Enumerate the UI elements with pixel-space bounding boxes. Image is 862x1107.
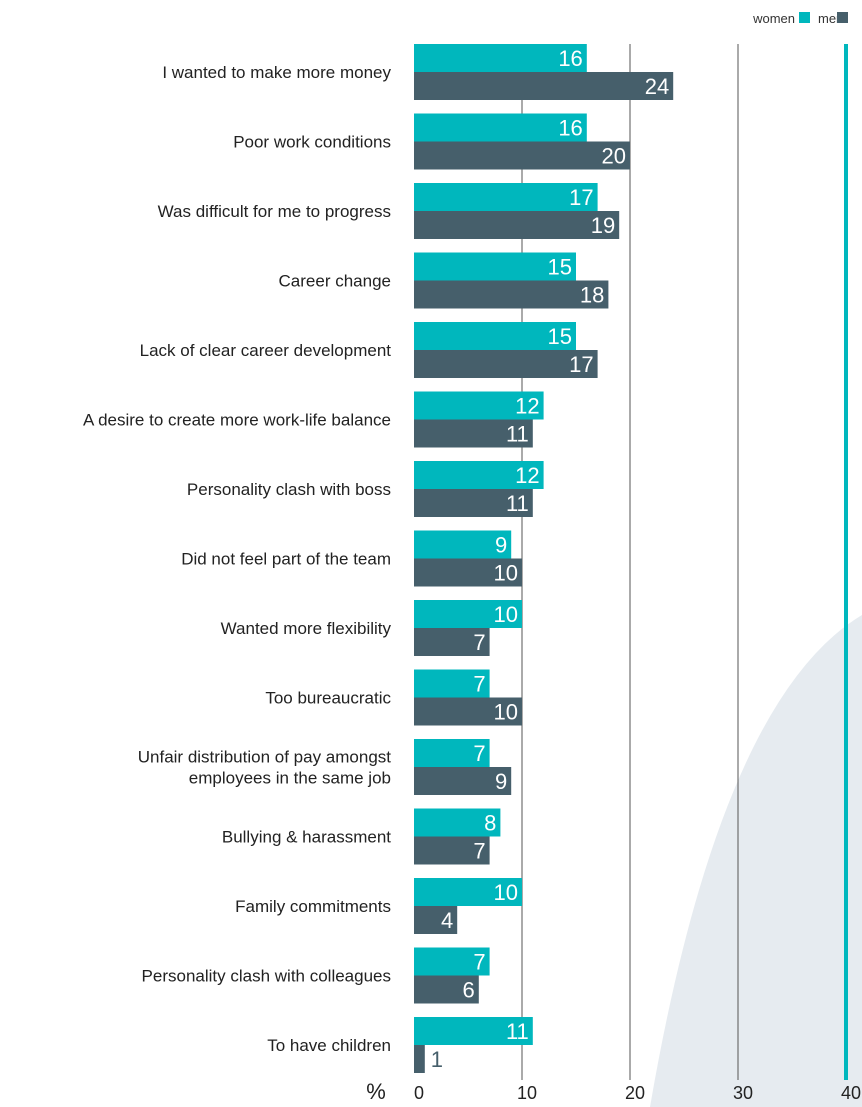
value-label-men: 11: [506, 491, 529, 516]
bar-men: [414, 906, 458, 934]
category-label: A desire to create more work-life balanc…: [83, 411, 391, 430]
value-label-women: 10: [494, 602, 518, 627]
legend-swatch-women: [799, 12, 810, 23]
x-tick-label: 0: [414, 1083, 424, 1103]
value-label-women: 7: [473, 741, 485, 766]
legend-label-women: women: [752, 11, 795, 26]
value-label-men: 17: [569, 352, 593, 377]
x-tick-label: 10: [517, 1083, 537, 1103]
bar-men: [414, 697, 522, 726]
category-label: Bullying & harassment: [222, 828, 391, 847]
legend-swatch-men: [837, 12, 848, 23]
category-label: Family commitments: [235, 897, 391, 916]
bar-women: [414, 1017, 533, 1045]
bar-women: [414, 252, 576, 281]
value-label-women: 9: [495, 533, 507, 558]
bar-women: [414, 183, 598, 211]
category-label: Poor work conditions: [233, 133, 391, 152]
bar-men: [414, 767, 512, 795]
value-label-women: 7: [473, 950, 485, 975]
value-label-men: 19: [591, 213, 615, 238]
value-label-women: 12: [515, 463, 539, 488]
bar-men: [414, 628, 490, 656]
category-label: Personality clash with boss: [187, 480, 391, 499]
value-label-men: 10: [494, 561, 518, 586]
value-label-women: 15: [548, 255, 572, 280]
value-label-men: 18: [580, 283, 604, 308]
bar-women: [414, 947, 490, 976]
value-label-men: 9: [495, 769, 507, 794]
category-label: I wanted to make more money: [162, 63, 391, 82]
value-label-men: 1: [431, 1047, 443, 1072]
bar-men: [414, 975, 479, 1004]
bar-men: [414, 211, 620, 239]
value-label-men: 6: [463, 978, 475, 1003]
value-label-women: 16: [558, 116, 582, 141]
bar-women: [414, 322, 576, 350]
background-shape: [650, 615, 862, 1107]
bar-women: [414, 878, 522, 906]
bar-women: [414, 461, 544, 489]
bar-women: [414, 44, 587, 72]
category-label: Personality clash with colleagues: [142, 967, 391, 986]
value-label-men: 4: [441, 908, 453, 933]
value-label-men: 7: [473, 630, 485, 655]
value-label-women: 15: [548, 324, 572, 349]
bar-women: [414, 669, 490, 698]
category-label: Unfair distribution of pay amongst employ…: [138, 748, 392, 788]
bar-men: [414, 419, 533, 448]
category-label: Too bureaucratic: [265, 689, 391, 708]
category-label: To have children: [267, 1036, 391, 1055]
value-label-women: 16: [558, 46, 582, 71]
bar-men: [414, 489, 533, 517]
bar-men: [414, 280, 609, 309]
value-label-women: 10: [494, 880, 518, 905]
x-tick-label: 40: [841, 1083, 861, 1103]
value-label-women: 17: [569, 185, 593, 210]
bar-women: [414, 530, 512, 559]
bar-men: [414, 558, 522, 587]
category-label: Wanted more flexibility: [221, 619, 392, 638]
bar-women: [414, 808, 501, 837]
value-label-women: 12: [515, 394, 539, 419]
bar-men: [414, 836, 490, 865]
value-label-men: 11: [506, 422, 529, 447]
bar-men: [414, 72, 674, 100]
value-label-men: 24: [645, 74, 669, 99]
bar-women: [414, 600, 522, 628]
category-label: Career change: [279, 272, 391, 291]
value-label-women: 7: [473, 672, 485, 697]
value-label-men: 7: [473, 839, 485, 864]
value-label-women: 8: [484, 811, 496, 836]
category-label: Did not feel part of the team: [181, 550, 391, 569]
value-label-men: 20: [602, 144, 626, 169]
bar-men: [414, 350, 598, 378]
legend-label-men: men: [818, 11, 843, 26]
category-label: Was difficult for me to progress: [158, 202, 391, 221]
value-label-men: 10: [494, 700, 518, 725]
value-label-women: 11: [506, 1019, 529, 1044]
category-label: Lack of clear career development: [140, 341, 392, 360]
axis-unit-label: %: [366, 1079, 386, 1104]
bar-men: [414, 1045, 425, 1073]
bar-women: [414, 739, 490, 767]
x-tick-label: 30: [733, 1083, 753, 1103]
bar-women: [414, 391, 544, 420]
bar-women: [414, 113, 587, 142]
bar-men: [414, 141, 630, 170]
x-tick-label: 20: [625, 1083, 645, 1103]
